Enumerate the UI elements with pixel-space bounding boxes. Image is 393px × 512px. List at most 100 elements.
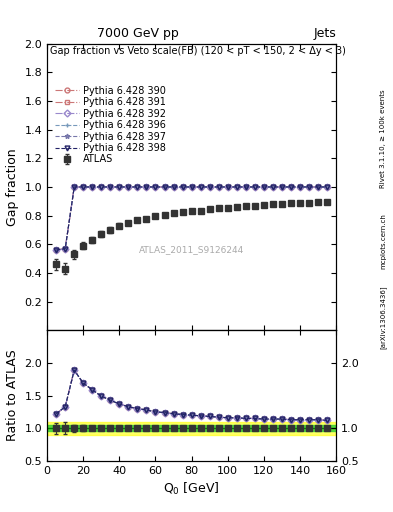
Pythia 6.428 396 xyxy=(216,184,221,190)
Pythia 6.428 397 xyxy=(288,184,293,190)
Pythia 6.428 391 xyxy=(90,184,95,190)
Pythia 6.428 397 xyxy=(207,184,212,190)
Pythia 6.428 397 xyxy=(198,184,203,190)
Pythia 6.428 392 xyxy=(216,184,221,190)
Pythia 6.428 396 xyxy=(325,184,329,190)
Pythia 6.428 398 xyxy=(234,184,239,190)
Pythia 6.428 390 xyxy=(72,184,77,190)
Bar xyxy=(47,422,336,435)
Pythia 6.428 390 xyxy=(144,184,149,190)
Pythia 6.428 392 xyxy=(135,184,140,190)
Pythia 6.428 397 xyxy=(99,184,104,190)
Pythia 6.428 396 xyxy=(126,184,131,190)
Pythia 6.428 391 xyxy=(298,184,302,190)
Text: Gap fraction vs Veto scale(FB) (120 < pT < 150, 2 < Δy < 3): Gap fraction vs Veto scale(FB) (120 < pT… xyxy=(50,47,346,56)
Pythia 6.428 391 xyxy=(270,184,275,190)
Pythia 6.428 398 xyxy=(252,184,257,190)
Pythia 6.428 392 xyxy=(153,184,158,190)
Pythia 6.428 396 xyxy=(63,246,68,252)
Text: Jets: Jets xyxy=(313,27,336,40)
Pythia 6.428 391 xyxy=(288,184,293,190)
Line: Pythia 6.428 392: Pythia 6.428 392 xyxy=(54,184,329,252)
Pythia 6.428 397 xyxy=(63,246,68,252)
Pythia 6.428 398 xyxy=(270,184,275,190)
Pythia 6.428 392 xyxy=(171,184,176,190)
Pythia 6.428 397 xyxy=(180,184,185,190)
Pythia 6.428 396 xyxy=(189,184,194,190)
Pythia 6.428 396 xyxy=(171,184,176,190)
Pythia 6.428 392 xyxy=(243,184,248,190)
Pythia 6.428 396 xyxy=(135,184,140,190)
Pythia 6.428 396 xyxy=(198,184,203,190)
Pythia 6.428 397 xyxy=(252,184,257,190)
Text: ATLAS_2011_S9126244: ATLAS_2011_S9126244 xyxy=(139,246,244,254)
Pythia 6.428 391 xyxy=(316,184,320,190)
Pythia 6.428 390 xyxy=(99,184,104,190)
Pythia 6.428 397 xyxy=(72,184,77,190)
Pythia 6.428 396 xyxy=(54,247,59,253)
Pythia 6.428 398 xyxy=(90,184,95,190)
Pythia 6.428 396 xyxy=(252,184,257,190)
Pythia 6.428 391 xyxy=(180,184,185,190)
Pythia 6.428 391 xyxy=(207,184,212,190)
Pythia 6.428 396 xyxy=(117,184,122,190)
Pythia 6.428 396 xyxy=(243,184,248,190)
Pythia 6.428 391 xyxy=(135,184,140,190)
Pythia 6.428 398 xyxy=(72,184,77,190)
Pythia 6.428 398 xyxy=(225,184,230,190)
Pythia 6.428 390 xyxy=(207,184,212,190)
Pythia 6.428 396 xyxy=(162,184,167,190)
Pythia 6.428 397 xyxy=(126,184,131,190)
Pythia 6.428 398 xyxy=(99,184,104,190)
Pythia 6.428 391 xyxy=(108,184,113,190)
Pythia 6.428 397 xyxy=(307,184,311,190)
Pythia 6.428 392 xyxy=(81,184,86,190)
Pythia 6.428 392 xyxy=(298,184,302,190)
Pythia 6.428 392 xyxy=(189,184,194,190)
Pythia 6.428 390 xyxy=(279,184,284,190)
Pythia 6.428 391 xyxy=(81,184,86,190)
Pythia 6.428 398 xyxy=(261,184,266,190)
Pythia 6.428 391 xyxy=(126,184,131,190)
Pythia 6.428 392 xyxy=(234,184,239,190)
Pythia 6.428 392 xyxy=(126,184,131,190)
Pythia 6.428 397 xyxy=(162,184,167,190)
Pythia 6.428 390 xyxy=(298,184,302,190)
Pythia 6.428 392 xyxy=(198,184,203,190)
Pythia 6.428 392 xyxy=(225,184,230,190)
Pythia 6.428 396 xyxy=(279,184,284,190)
Pythia 6.428 397 xyxy=(153,184,158,190)
Pythia 6.428 398 xyxy=(298,184,302,190)
Pythia 6.428 396 xyxy=(99,184,104,190)
Pythia 6.428 390 xyxy=(90,184,95,190)
Text: Rivet 3.1.10, ≥ 100k events: Rivet 3.1.10, ≥ 100k events xyxy=(380,89,386,187)
Pythia 6.428 391 xyxy=(325,184,329,190)
Pythia 6.428 397 xyxy=(108,184,113,190)
Pythia 6.428 391 xyxy=(153,184,158,190)
Pythia 6.428 397 xyxy=(225,184,230,190)
Pythia 6.428 390 xyxy=(153,184,158,190)
Line: Pythia 6.428 398: Pythia 6.428 398 xyxy=(54,184,329,252)
Pythia 6.428 390 xyxy=(54,247,59,253)
Pythia 6.428 390 xyxy=(117,184,122,190)
Legend: Pythia 6.428 390, Pythia 6.428 391, Pythia 6.428 392, Pythia 6.428 396, Pythia 6: Pythia 6.428 390, Pythia 6.428 391, Pyth… xyxy=(55,86,166,164)
Pythia 6.428 396 xyxy=(72,184,77,190)
Pythia 6.428 397 xyxy=(243,184,248,190)
Pythia 6.428 397 xyxy=(279,184,284,190)
X-axis label: Q$_{0}$ [GeV]: Q$_{0}$ [GeV] xyxy=(163,481,220,497)
Pythia 6.428 392 xyxy=(108,184,113,190)
Pythia 6.428 390 xyxy=(316,184,320,190)
Pythia 6.428 396 xyxy=(90,184,95,190)
Pythia 6.428 391 xyxy=(189,184,194,190)
Pythia 6.428 398 xyxy=(153,184,158,190)
Pythia 6.428 397 xyxy=(90,184,95,190)
Pythia 6.428 396 xyxy=(153,184,158,190)
Pythia 6.428 391 xyxy=(252,184,257,190)
Text: 7000 GeV pp: 7000 GeV pp xyxy=(97,27,178,40)
Pythia 6.428 398 xyxy=(189,184,194,190)
Pythia 6.428 398 xyxy=(307,184,311,190)
Pythia 6.428 396 xyxy=(207,184,212,190)
Pythia 6.428 397 xyxy=(216,184,221,190)
Pythia 6.428 391 xyxy=(261,184,266,190)
Pythia 6.428 397 xyxy=(54,247,59,253)
